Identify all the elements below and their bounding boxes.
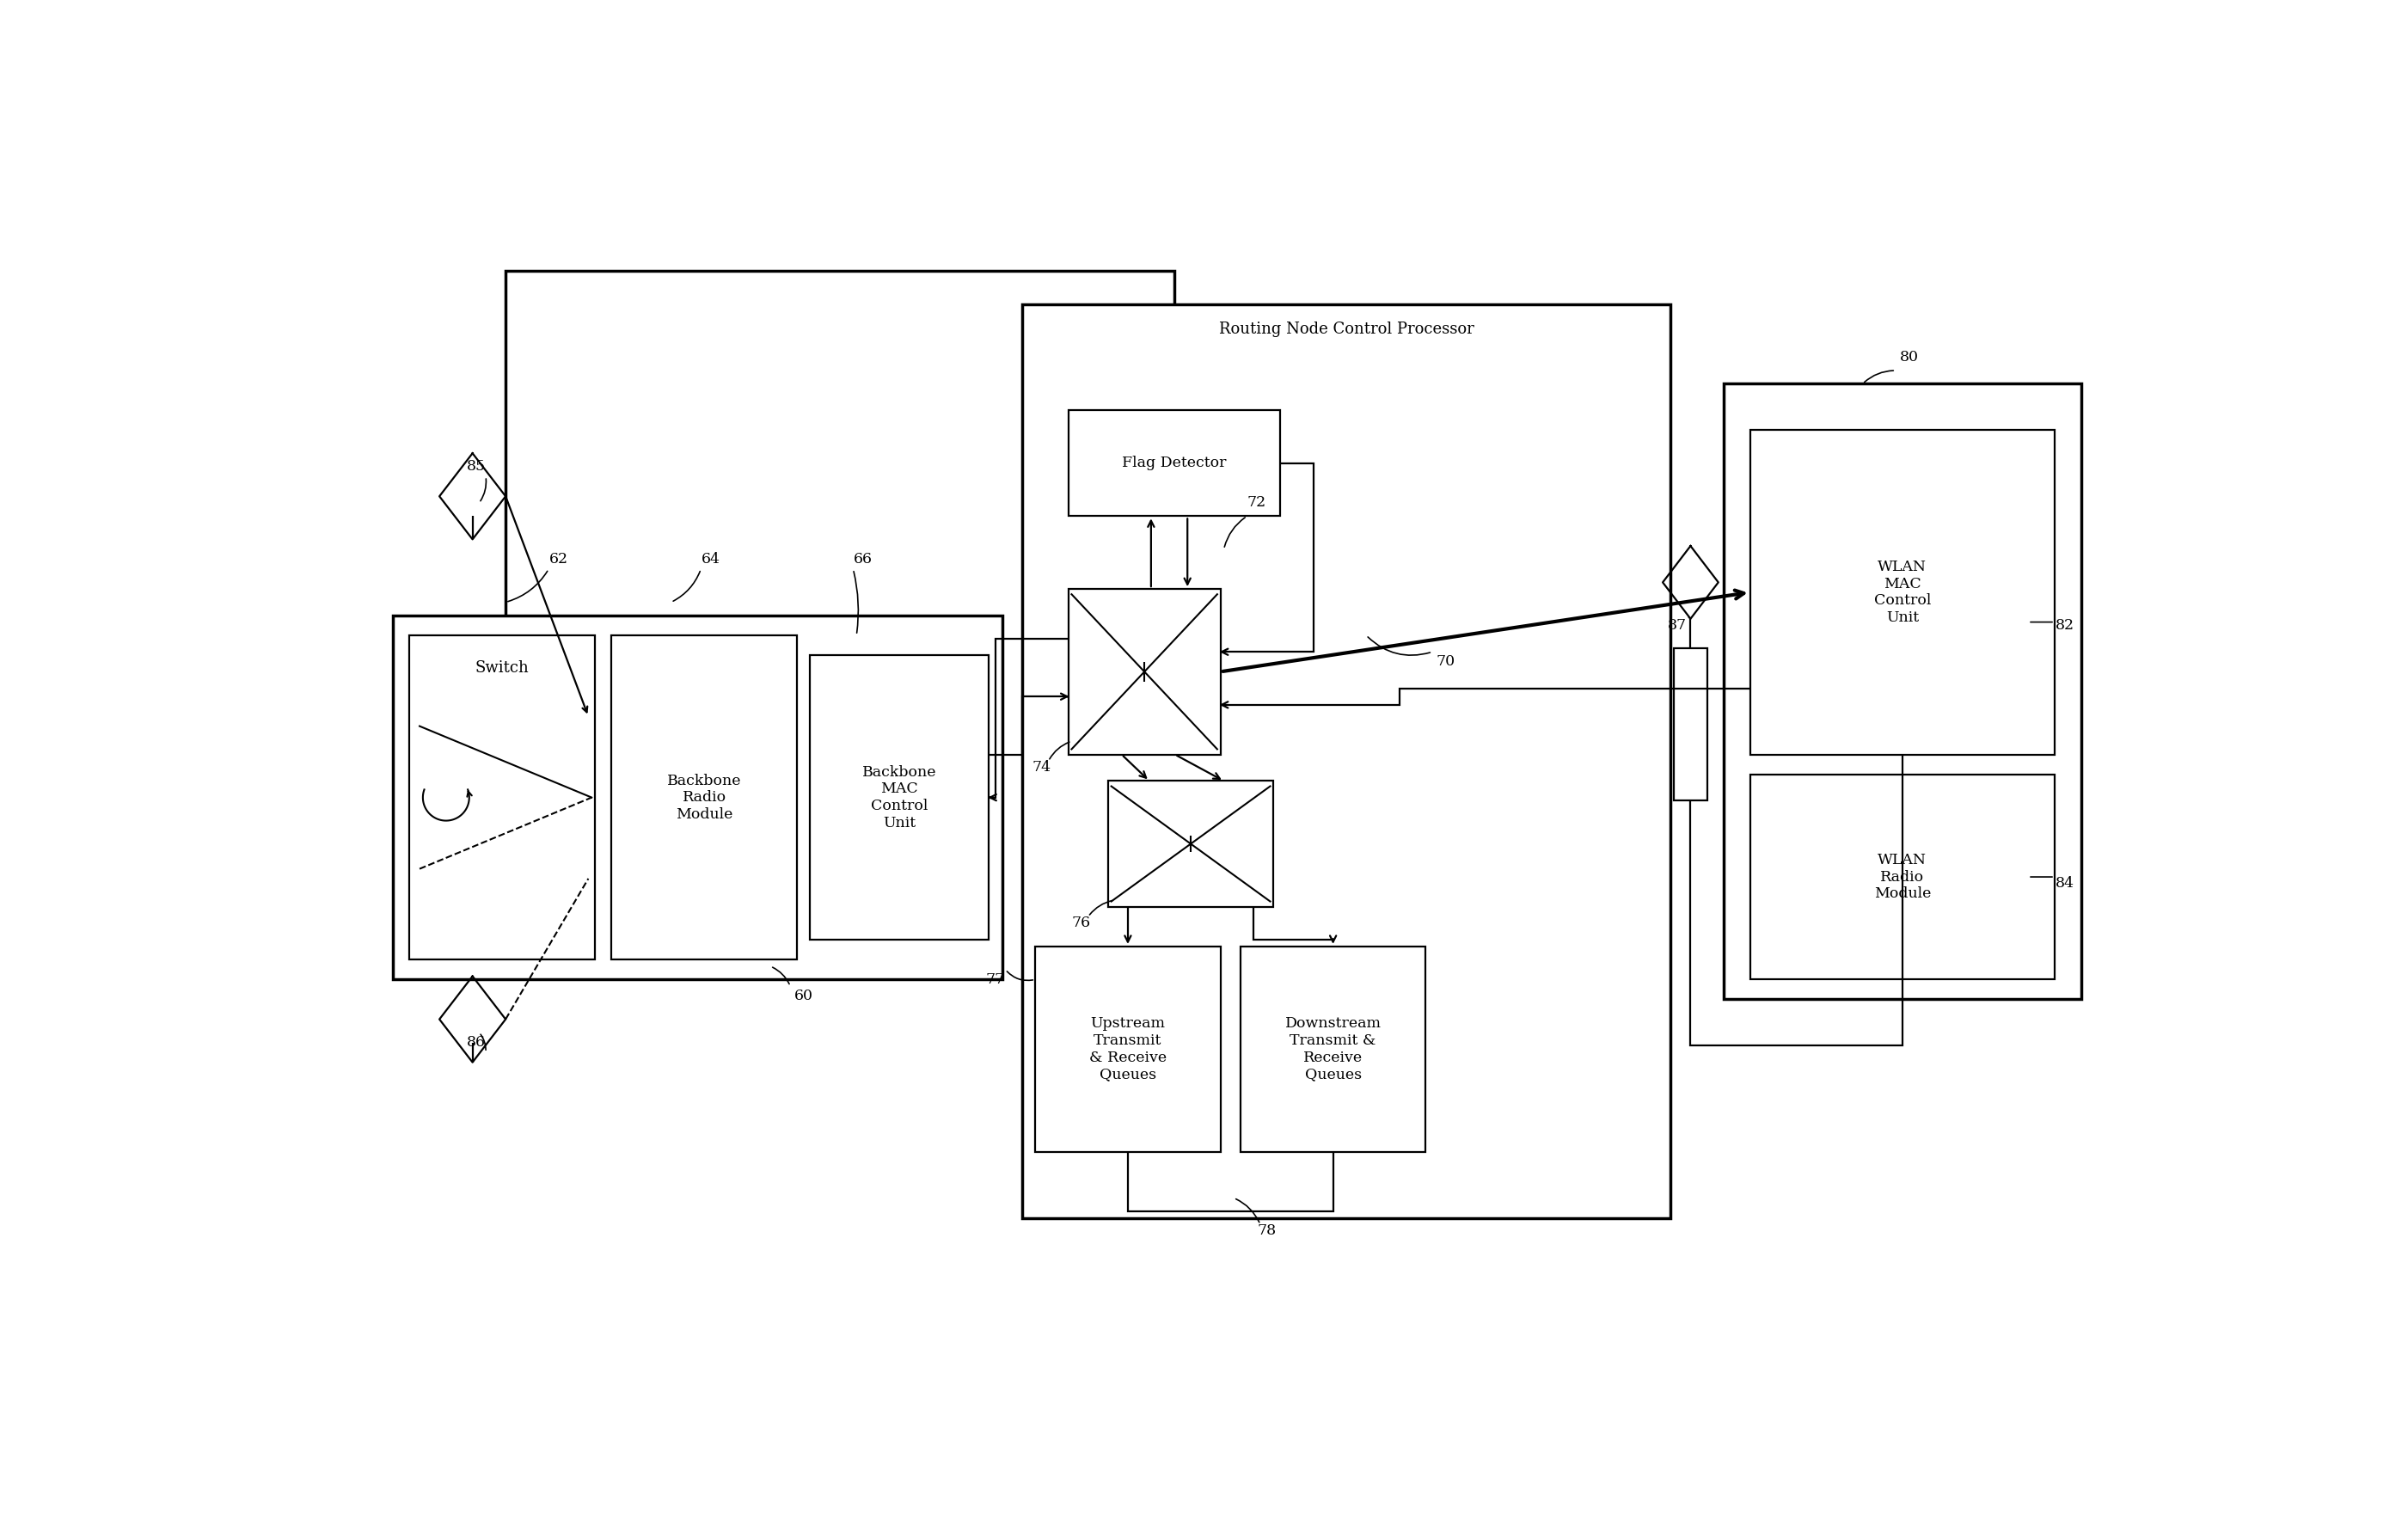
FancyBboxPatch shape [1108,781,1274,907]
FancyBboxPatch shape [809,656,990,939]
FancyBboxPatch shape [1069,588,1221,754]
Text: 85: 85 [467,460,486,473]
Text: 80: 80 [1900,349,1919,365]
Text: WLAN
MAC
Control
Unit: WLAN MAC Control Unit [1873,559,1931,625]
FancyBboxPatch shape [409,636,595,959]
Text: WLAN
Radio
Module: WLAN Radio Module [1873,853,1931,901]
Text: Switch: Switch [474,660,530,676]
Text: Backbone
MAC
Control
Unit: Backbone MAC Control Unit [862,764,937,830]
Text: 70: 70 [1435,654,1454,669]
Text: 77: 77 [985,973,1004,987]
Text: Backbone
Radio
Module: Backbone Radio Module [667,774,742,821]
Text: 66: 66 [852,552,872,567]
FancyBboxPatch shape [1724,383,2081,999]
Text: 64: 64 [701,552,720,567]
Text: 62: 62 [549,552,568,567]
Text: 74: 74 [1033,760,1052,775]
FancyBboxPatch shape [1035,947,1221,1152]
FancyBboxPatch shape [393,616,1002,979]
FancyBboxPatch shape [612,636,797,959]
Text: Upstream
Transmit
& Receive
Queues: Upstream Transmit & Receive Queues [1088,1016,1165,1082]
Text: Routing Node Control Processor: Routing Node Control Processor [1218,322,1474,337]
Text: 86: 86 [467,1036,486,1049]
Text: 72: 72 [1247,496,1267,510]
Text: Flag Detector: Flag Detector [1122,457,1226,470]
FancyBboxPatch shape [1240,947,1426,1152]
Text: 78: 78 [1257,1224,1276,1238]
Text: 87: 87 [1669,617,1686,633]
Text: 76: 76 [1072,916,1091,930]
FancyBboxPatch shape [1751,430,2054,754]
Text: 82: 82 [2054,617,2073,633]
FancyBboxPatch shape [1674,648,1707,801]
FancyBboxPatch shape [1069,411,1281,516]
Text: 60: 60 [795,988,814,1003]
FancyBboxPatch shape [1021,305,1671,1218]
FancyBboxPatch shape [1751,774,2054,979]
Text: 84: 84 [2054,876,2073,890]
Text: Downstream
Transmit &
Receive
Queues: Downstream Transmit & Receive Queues [1286,1016,1382,1082]
